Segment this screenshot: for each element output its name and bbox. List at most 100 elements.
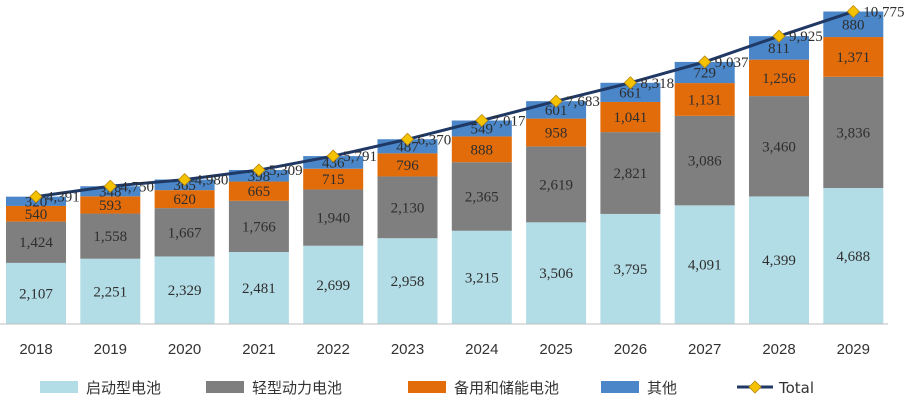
bar-value-label: 3,215 (465, 270, 499, 286)
bar-启动型电池-2025 (526, 222, 587, 324)
x-tick-label: 2027 (688, 341, 721, 358)
bar-轻型动力电池-2022 (303, 189, 364, 246)
x-tick-label: 2024 (465, 341, 498, 358)
total-value-label: 5,791 (343, 149, 377, 165)
bar-value-label: 487 (396, 139, 419, 155)
bar-备用和储能电池-2024 (451, 136, 512, 163)
total-marker (846, 4, 860, 19)
bar-value-label: 2,251 (93, 284, 127, 300)
legend-swatch (408, 381, 446, 393)
bar-value-label: 2,481 (242, 281, 276, 297)
bar-value-label: 2,107 (19, 286, 53, 302)
bar-启动型电池-2022 (303, 245, 364, 324)
bar-value-label: 796 (396, 158, 419, 174)
total-marker (549, 94, 563, 108)
bar-value-label: 811 (768, 41, 790, 57)
bar-备用和储能电池-2028 (749, 59, 809, 97)
x-tick-label: 2021 (242, 341, 275, 358)
total-value-label: 9,037 (715, 55, 749, 71)
total-line-layer: 4,391 4,750 4,980 5,309 5,791 6,370 7,017 7,683… (29, 4, 905, 206)
bar-value-label: 3,795 (614, 262, 648, 278)
bar-value-label: 888 (471, 142, 494, 158)
segment-labels-layer: 2,1071,4245403202,2511,5585933482,3291,6… (19, 17, 871, 302)
x-tick-label: 2023 (391, 341, 424, 358)
legend-item: 其他 (601, 379, 677, 397)
bar-启动型电池-2029 (823, 188, 884, 324)
bar-启动型电池-2020 (154, 256, 215, 324)
bar-备用和储能电池-2018 (6, 205, 66, 222)
bar-value-label: 2,699 (316, 278, 350, 294)
bar-value-label: 3,506 (539, 266, 573, 282)
bar-value-label: 1,766 (242, 219, 276, 235)
bar-value-label: 661 (619, 85, 642, 101)
bar-value-label: 729 (693, 65, 716, 81)
legend-label: 轻型动力电池 (252, 379, 342, 397)
bar-value-label: 436 (322, 155, 345, 171)
bar-value-label: 1,424 (19, 235, 53, 251)
bar-轻型动力电池-2019 (80, 213, 141, 259)
bar-轻型动力电池-2029 (823, 76, 884, 189)
legend-item: 轻型动力电池 (206, 379, 342, 397)
bar-轻型动力电池-2018 (6, 221, 66, 263)
total-marker (326, 149, 340, 163)
bar-备用和储能电池-2022 (303, 168, 364, 190)
legend-item: 启动型电池 (40, 379, 161, 397)
legend-marker (748, 380, 762, 394)
total-value-label: 7,017 (492, 114, 526, 130)
bar-备用和储能电池-2021 (228, 181, 289, 201)
bar-轻型动力电池-2028 (749, 96, 809, 197)
x-tick-label: 2019 (94, 341, 127, 358)
bar-轻型动力电池-2021 (228, 200, 289, 253)
bar-备用和储能电池-2023 (377, 153, 438, 177)
total-value-label: 4,391 (46, 190, 80, 206)
total-value-label: 5,309 (269, 163, 303, 179)
legend-swatch (601, 381, 639, 393)
bar-value-label: 880 (842, 17, 865, 33)
bar-备用和储能电池-2019 (80, 196, 141, 214)
legend-label: Total (778, 379, 814, 397)
legend-swatch (40, 381, 78, 393)
total-value-label: 8,318 (640, 76, 674, 92)
legend: 启动型电池 轻型动力电池 备用和储能电池 其他 Total (40, 379, 814, 397)
legend-item-total: Total (737, 379, 814, 397)
total-marker (623, 76, 637, 90)
x-tick-label: 2028 (762, 341, 795, 358)
bar-value-label: 398 (248, 169, 271, 185)
bar-备用和储能电池-2025 (526, 118, 587, 147)
x-axis-ticks: 2018 2019 2020 2021 2022 2023 2024 2025 2026 2027… (19, 341, 870, 358)
total-marker (29, 190, 43, 204)
bar-value-label: 1,041 (614, 110, 648, 126)
legend-label: 备用和储能电池 (454, 379, 559, 397)
bar-value-label: 2,821 (614, 166, 648, 182)
x-tick-label: 2020 (168, 341, 201, 358)
total-line (35, 10, 854, 199)
bar-value-label: 3,460 (762, 139, 796, 155)
bar-轻型动力电池-2025 (526, 146, 587, 223)
x-tick-label: 2029 (837, 341, 870, 358)
legend-label: 其他 (647, 379, 677, 397)
bar-value-label: 2,329 (168, 283, 202, 299)
total-marker (698, 55, 712, 69)
bar-value-label: 620 (173, 192, 196, 208)
bar-value-label: 2,365 (465, 189, 499, 205)
bar-value-label: 4,399 (762, 253, 796, 269)
bar-启动型电池-2021 (228, 252, 289, 324)
legend-item: 备用和储能电池 (408, 379, 559, 397)
bar-value-label: 715 (322, 172, 345, 188)
bar-value-label: 549 (471, 121, 494, 137)
x-tick-label: 2025 (539, 341, 572, 358)
bar-备用和储能电池-2027 (674, 83, 735, 116)
bar-启动型电池-2028 (749, 196, 809, 324)
bar-value-label: 1,667 (168, 225, 202, 241)
x-tick-label: 2026 (614, 341, 647, 358)
bar-启动型电池-2023 (377, 238, 438, 324)
total-value-label: 10,775 (863, 5, 904, 21)
bar-启动型电池-2027 (674, 205, 735, 324)
bar-value-label: 593 (99, 198, 122, 214)
total-value-label: 7,683 (566, 94, 600, 110)
bar-启动型电池-2024 (451, 230, 512, 324)
bar-value-label: 2,130 (391, 200, 425, 216)
bar-value-label: 2,958 (391, 274, 425, 290)
bar-value-label: 1,131 (688, 92, 722, 108)
total-marker (772, 29, 786, 43)
